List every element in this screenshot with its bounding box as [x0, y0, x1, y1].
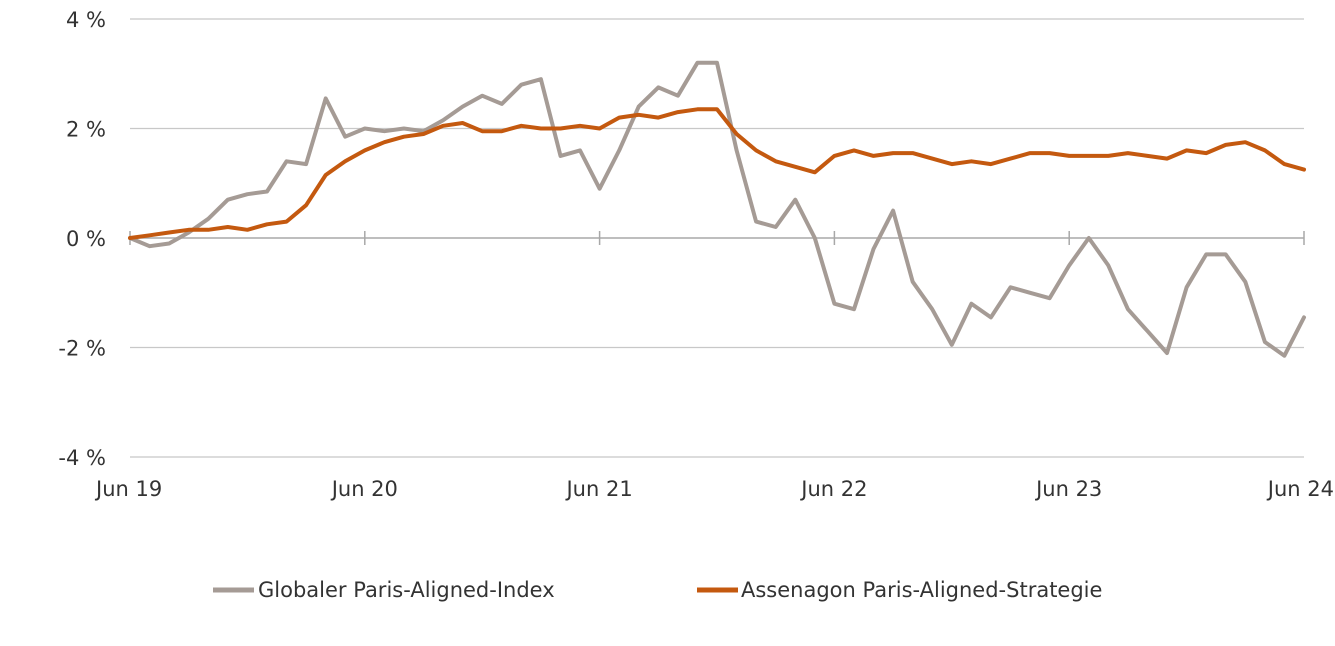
- x-tick-label: Jun 24: [1266, 477, 1334, 501]
- legend: Globaler Paris-Aligned-Index Assenagon P…: [213, 578, 1102, 602]
- x-axis-ticks: Jun 19 Jun 20 Jun 21 Jun 22 Jun 23 Jun 24: [94, 231, 1334, 501]
- gridlines: [130, 18, 1304, 458]
- x-tick-label: Jun 20: [330, 477, 398, 501]
- series-line-globaler-index: [128, 60, 1306, 358]
- y-tick-label: 0 %: [66, 227, 106, 251]
- series-lines: [128, 60, 1306, 358]
- x-tick-label: Jun 23: [1034, 477, 1102, 501]
- y-tick-label: 4 %: [66, 8, 106, 32]
- x-tick-label: Jun 22: [799, 477, 867, 501]
- y-tick-label: -2 %: [58, 337, 106, 361]
- series-line-assenagon-strategie: [128, 107, 1306, 240]
- x-tick-label: Jun 21: [564, 477, 632, 501]
- legend-label-globaler-index: Globaler Paris-Aligned-Index: [258, 578, 555, 602]
- y-axis-ticks: 4 % 2 % 0 % -2 % -4 %: [58, 8, 106, 470]
- x-tick-label: Jun 19: [94, 477, 162, 501]
- y-tick-label: -4 %: [58, 446, 106, 470]
- y-tick-label: 2 %: [66, 118, 106, 142]
- legend-label-assenagon-strategie: Assenagon Paris-Aligned-Strategie: [741, 578, 1102, 602]
